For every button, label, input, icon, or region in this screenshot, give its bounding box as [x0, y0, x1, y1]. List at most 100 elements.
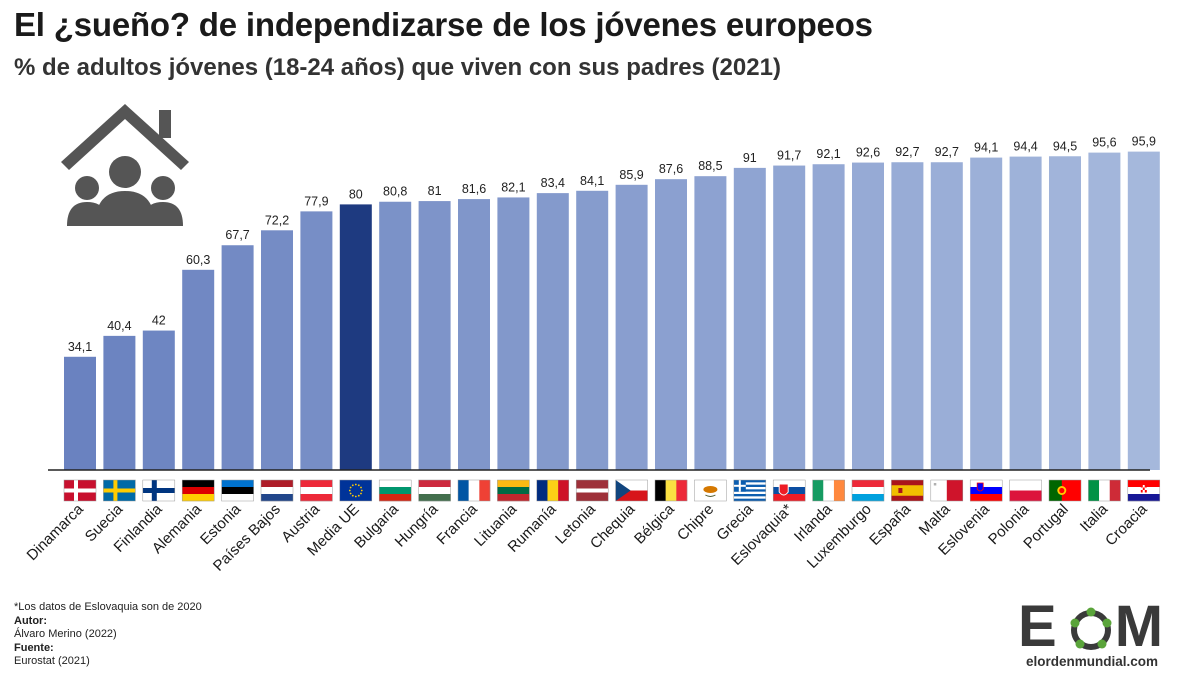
category-label-dinamarca: Dinamarca — [24, 500, 88, 564]
value-label-media-ue: 80 — [349, 187, 363, 201]
flag-finlandia-icon — [142, 479, 176, 502]
bar-chipre — [694, 176, 727, 470]
category-label-chequia: Chequia — [587, 500, 639, 552]
bar-portugal — [1049, 156, 1081, 470]
bar-luxemburgo — [852, 162, 884, 470]
value-label-croacia: 95,9 — [1132, 135, 1156, 149]
value-label-lituania: 82,1 — [501, 180, 525, 194]
bar-paises-bajos — [261, 230, 293, 470]
chart-notes: *Los datos de Eslovaquia son de 2020 Aut… — [14, 601, 202, 669]
flag-luxemburgo-icon — [851, 479, 885, 502]
flag-chequia-icon — [615, 479, 648, 502]
globe-dots-icon — [1070, 607, 1112, 650]
value-label-rumania: 83,4 — [541, 176, 565, 190]
value-label-paises-bajos: 72,2 — [265, 213, 289, 227]
value-label-malta: 92,7 — [935, 145, 959, 159]
value-label-francia: 81,6 — [462, 182, 486, 196]
value-label-belgica: 87,6 — [659, 162, 683, 176]
logo-letter-e: E — [1018, 594, 1057, 659]
bar-dinamarca — [64, 356, 96, 470]
bar-hungria — [418, 201, 451, 470]
logo-url: elordenmundial.com — [1026, 654, 1159, 669]
bar-suecia — [103, 335, 136, 470]
category-label-espana: España — [866, 500, 914, 548]
value-label-eslovenia: 94,1 — [974, 141, 998, 155]
value-label-austria: 77,9 — [304, 194, 328, 208]
value-label-alemania: 60,3 — [186, 253, 210, 267]
source-label: Fuente: — [14, 641, 54, 654]
flag-malta-icon — [930, 479, 964, 502]
bar-polonia — [1009, 156, 1042, 471]
bar-croacia — [1127, 151, 1160, 470]
bar-letonia — [576, 190, 609, 470]
value-label-irlanda: 92,1 — [816, 147, 840, 161]
bars-group — [64, 151, 1160, 471]
bar-bulgaria — [379, 201, 412, 470]
bar-francia — [458, 199, 490, 470]
flag-francia-icon — [457, 479, 491, 502]
bar-estonia — [221, 245, 254, 470]
bar-eslovenia — [970, 157, 1003, 470]
chart-title: El ¿sueño? de independizarse de los jóve… — [14, 6, 873, 43]
footnote: *Los datos de Eslovaquia son de 2020 — [14, 601, 202, 613]
bar-malta — [930, 162, 963, 470]
bar-irlanda — [812, 164, 845, 470]
value-label-italia: 95,6 — [1092, 136, 1116, 150]
flag-belgica-icon — [654, 479, 688, 502]
value-label-espana: 92,7 — [895, 145, 919, 159]
flag-letonia-icon — [575, 479, 609, 502]
value-label-luxemburgo: 92,6 — [856, 146, 880, 160]
flag-espana-icon — [891, 479, 924, 502]
category-labels-group: DinamarcaSueciaFinlandiaAlemaniaEstoniaP… — [24, 500, 1152, 574]
flag-bulgaria-icon — [378, 479, 412, 502]
flag-media-ue-icon — [339, 479, 373, 502]
bar-media-ue — [339, 204, 372, 470]
flag-rumania-icon — [536, 479, 570, 502]
bar-austria — [300, 211, 333, 470]
bar-chart: 34,1 40,4 42 60,3 67,7 72,2 77,9 80 80,8 81 81,6 82… — [24, 135, 1161, 575]
category-label-bulgaria: Bulgaria — [351, 500, 402, 551]
flag-croacia-icon — [1127, 479, 1161, 502]
value-label-eslovaquia: 91,7 — [777, 149, 801, 163]
bar-rumania — [536, 193, 569, 470]
value-label-chipre: 88,5 — [698, 159, 722, 173]
bar-alemania — [182, 269, 215, 470]
flag-alemania-icon — [181, 479, 215, 502]
value-label-chequia: 85,9 — [619, 168, 643, 182]
flag-austria-icon — [300, 479, 333, 502]
value-label-portugal: 94,5 — [1053, 139, 1077, 153]
source: Eurostat (2021) — [14, 655, 90, 667]
flag-eslovenia-icon — [969, 479, 1003, 502]
value-label-finlandia: 42 — [152, 314, 166, 328]
logo-letter-m: M — [1114, 594, 1163, 659]
value-label-grecia: 91 — [743, 151, 757, 165]
value-label-polonia: 94,4 — [1013, 140, 1037, 154]
bar-finlandia — [142, 330, 175, 470]
value-labels-group: 34,1 40,4 42 60,3 67,7 72,2 77,9 80 80,8 81 81,6 82… — [68, 135, 1156, 354]
value-label-letonia: 84,1 — [580, 174, 604, 188]
category-label-croacia: Croacia — [1102, 500, 1151, 549]
flag-chipre-icon — [694, 479, 727, 502]
flag-dinamarca-icon — [63, 479, 97, 502]
category-label-belgica: Bélgica — [631, 500, 678, 547]
bar-grecia — [733, 167, 766, 470]
value-label-estonia: 67,7 — [225, 228, 249, 242]
bar-eslovaquia — [773, 165, 806, 470]
value-label-hungria: 81 — [428, 184, 442, 198]
flags-group — [63, 479, 1161, 502]
chart-subtitle: % de adultos jóvenes (18-24 años) que vi… — [14, 54, 781, 81]
bar-chequia — [615, 184, 648, 470]
flag-polonia-icon — [1009, 479, 1042, 502]
value-label-bulgaria: 80,8 — [383, 185, 407, 199]
value-label-dinamarca: 34,1 — [68, 340, 92, 354]
bar-lituania — [497, 197, 530, 471]
category-label-chipre: Chipre — [674, 501, 717, 544]
bar-espana — [891, 162, 924, 470]
value-label-suecia: 40,4 — [107, 319, 131, 333]
flag-grecia-icon — [733, 479, 767, 502]
flag-hungria-icon — [418, 479, 451, 502]
bar-belgica — [655, 179, 687, 470]
flag-eslovaquia-icon — [772, 479, 806, 502]
